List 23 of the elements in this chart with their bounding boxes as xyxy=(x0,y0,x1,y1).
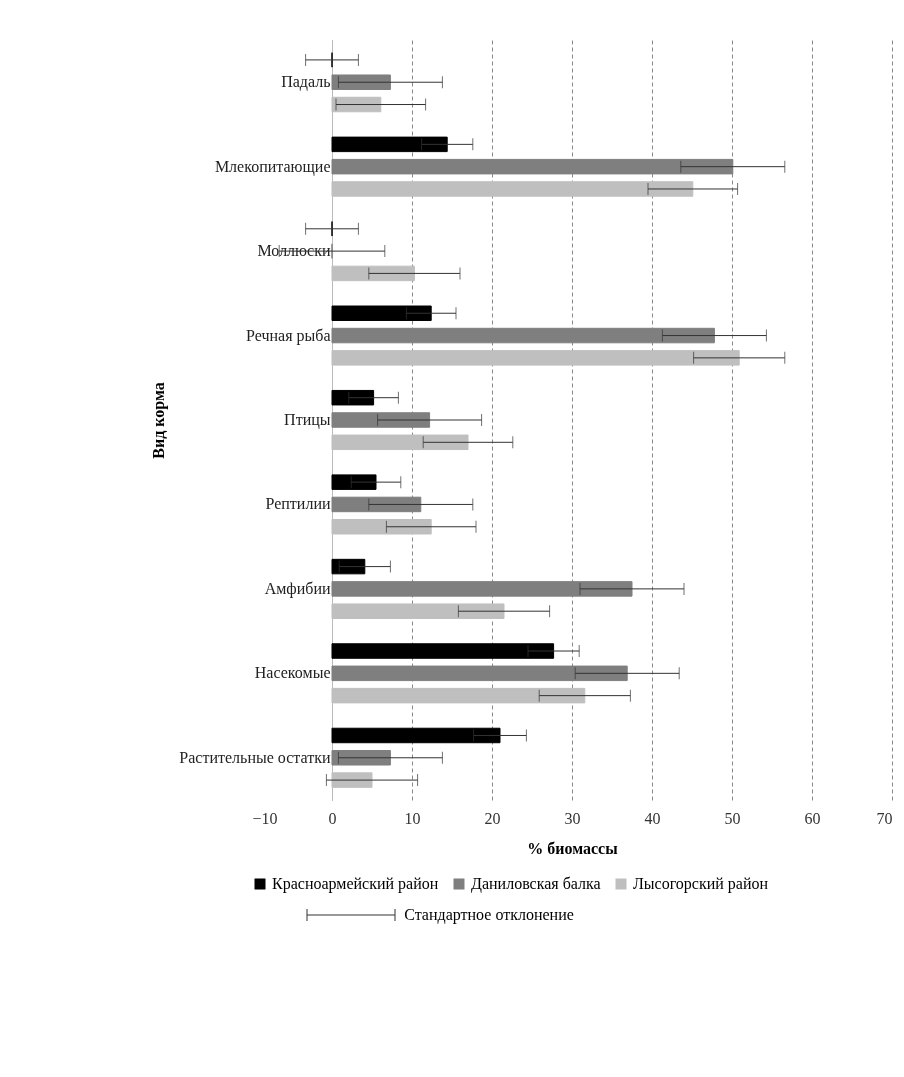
x-tick-label: 60 xyxy=(804,809,821,827)
x-tick-label: 30 xyxy=(564,809,581,827)
y-axis-title: Вид корма xyxy=(150,382,169,459)
y-tick-label: Млекопитающие xyxy=(214,157,331,176)
text: Стандартное отклонение xyxy=(404,906,574,924)
x-tick-label: 0 xyxy=(328,809,337,827)
x-tick-label: 20 xyxy=(484,809,501,827)
legend-label: Даниловская балка xyxy=(471,875,601,893)
x-tick-label: 70 xyxy=(876,809,893,827)
x-tick-label: −10 xyxy=(252,809,278,827)
x-axis-title: % биомассы xyxy=(527,839,619,857)
y-tick-label: Речная рыба xyxy=(246,326,331,345)
x-tick-label: 50 xyxy=(724,809,741,827)
legend-label: Красноармейский район xyxy=(272,875,439,893)
y-tick-label: Растительные остатки xyxy=(179,748,331,766)
y-tick-label: Насекомые xyxy=(254,664,331,682)
legend-label: Лысогорский район xyxy=(633,875,769,893)
y-tick-label: Амфибии xyxy=(264,579,331,598)
y-tick-label: Рептилии xyxy=(265,495,331,513)
x-tick-label: 40 xyxy=(644,809,661,827)
y-tick-label: Падаль xyxy=(281,73,331,92)
x-tick-label: 10 xyxy=(404,809,421,827)
y-tick-label: Птицы xyxy=(284,411,331,429)
